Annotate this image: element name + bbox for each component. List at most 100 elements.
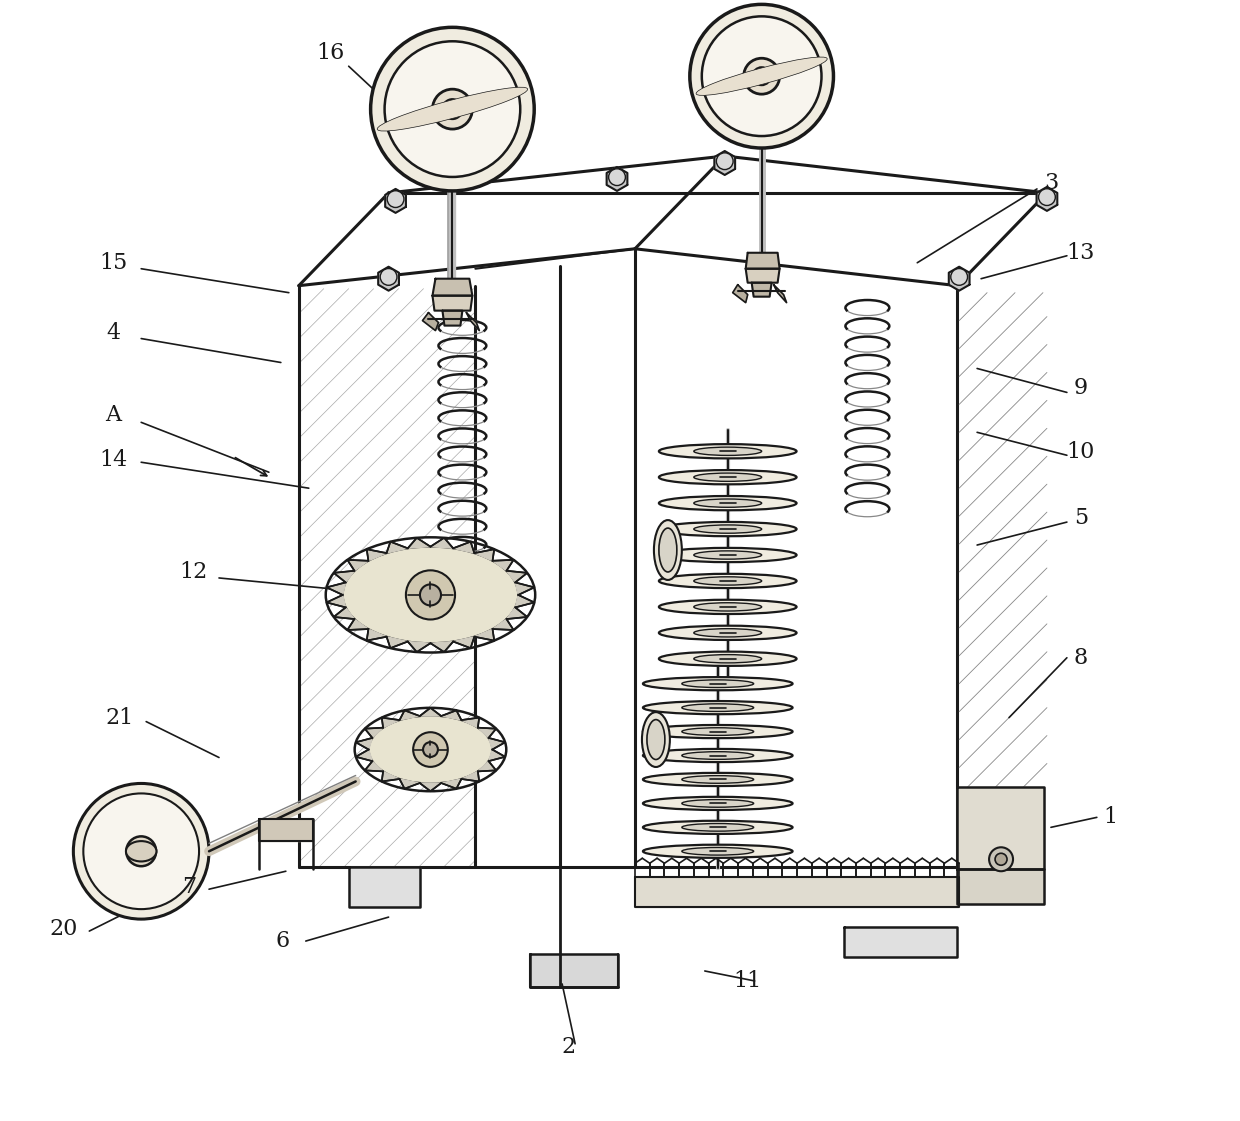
Polygon shape (367, 549, 387, 560)
Polygon shape (356, 738, 372, 750)
Circle shape (702, 17, 821, 136)
Ellipse shape (644, 749, 792, 762)
Ellipse shape (658, 548, 796, 562)
Polygon shape (326, 595, 346, 608)
Polygon shape (506, 608, 527, 619)
Polygon shape (531, 954, 618, 986)
Text: 13: 13 (1066, 242, 1095, 263)
Ellipse shape (682, 704, 754, 712)
Polygon shape (430, 641, 453, 652)
Ellipse shape (658, 651, 796, 666)
Circle shape (83, 794, 200, 909)
Ellipse shape (694, 550, 761, 559)
Polygon shape (441, 779, 461, 789)
Ellipse shape (658, 528, 677, 572)
Polygon shape (453, 541, 475, 553)
Ellipse shape (694, 473, 761, 481)
Polygon shape (1037, 187, 1058, 211)
Polygon shape (492, 559, 513, 571)
Ellipse shape (642, 712, 670, 767)
Polygon shape (441, 711, 461, 720)
Circle shape (990, 847, 1013, 871)
Polygon shape (516, 595, 534, 608)
Text: 7: 7 (182, 877, 196, 898)
Ellipse shape (368, 715, 492, 784)
Circle shape (134, 844, 148, 858)
Circle shape (387, 191, 404, 207)
Ellipse shape (658, 574, 796, 589)
Circle shape (73, 784, 210, 919)
Polygon shape (606, 167, 627, 191)
Text: 8: 8 (1074, 647, 1087, 669)
Polygon shape (733, 285, 748, 303)
Polygon shape (949, 267, 970, 290)
Ellipse shape (644, 797, 792, 810)
Polygon shape (433, 296, 472, 311)
Ellipse shape (658, 600, 796, 614)
Ellipse shape (694, 577, 761, 585)
Circle shape (1039, 188, 1055, 205)
Ellipse shape (644, 677, 792, 691)
Polygon shape (745, 252, 780, 269)
Circle shape (413, 732, 448, 767)
Circle shape (753, 67, 770, 85)
Circle shape (994, 853, 1007, 865)
Polygon shape (326, 583, 346, 595)
Polygon shape (477, 728, 496, 738)
Polygon shape (489, 750, 505, 761)
Polygon shape (419, 707, 441, 716)
Polygon shape (408, 538, 430, 548)
Polygon shape (475, 629, 495, 640)
Ellipse shape (694, 525, 761, 534)
Text: 12: 12 (179, 560, 207, 583)
Ellipse shape (644, 821, 792, 834)
Polygon shape (957, 869, 1044, 905)
Ellipse shape (126, 841, 156, 861)
Polygon shape (475, 549, 495, 560)
Polygon shape (433, 279, 472, 296)
Text: 1: 1 (1104, 806, 1117, 828)
Text: A: A (105, 405, 122, 426)
Ellipse shape (647, 720, 665, 760)
Ellipse shape (682, 847, 754, 855)
Ellipse shape (342, 547, 518, 643)
Ellipse shape (694, 629, 761, 637)
Text: 14: 14 (99, 450, 128, 471)
Ellipse shape (653, 520, 682, 580)
Ellipse shape (682, 752, 754, 759)
Polygon shape (367, 629, 387, 640)
Ellipse shape (658, 626, 796, 640)
Circle shape (717, 152, 733, 169)
Polygon shape (774, 285, 786, 303)
Ellipse shape (658, 495, 796, 510)
Ellipse shape (377, 87, 527, 131)
Text: 3: 3 (1044, 172, 1058, 194)
Ellipse shape (682, 776, 754, 784)
Polygon shape (386, 189, 405, 213)
Text: 20: 20 (50, 918, 78, 941)
Polygon shape (387, 637, 408, 648)
Circle shape (423, 742, 438, 757)
Text: 5: 5 (1074, 507, 1087, 529)
Polygon shape (365, 761, 383, 771)
Ellipse shape (644, 772, 792, 786)
Ellipse shape (682, 824, 754, 831)
Polygon shape (477, 761, 496, 771)
Ellipse shape (644, 725, 792, 738)
Polygon shape (745, 269, 780, 282)
Circle shape (433, 90, 472, 129)
Polygon shape (506, 571, 527, 583)
Polygon shape (751, 282, 771, 297)
Polygon shape (382, 717, 399, 728)
Circle shape (609, 169, 625, 186)
Polygon shape (443, 311, 463, 325)
Polygon shape (714, 151, 735, 175)
Circle shape (371, 27, 534, 191)
Polygon shape (844, 927, 957, 957)
Text: 6: 6 (275, 930, 290, 952)
Circle shape (689, 4, 833, 148)
Polygon shape (489, 738, 505, 750)
Polygon shape (347, 619, 368, 630)
Circle shape (384, 41, 521, 177)
Ellipse shape (682, 728, 754, 735)
